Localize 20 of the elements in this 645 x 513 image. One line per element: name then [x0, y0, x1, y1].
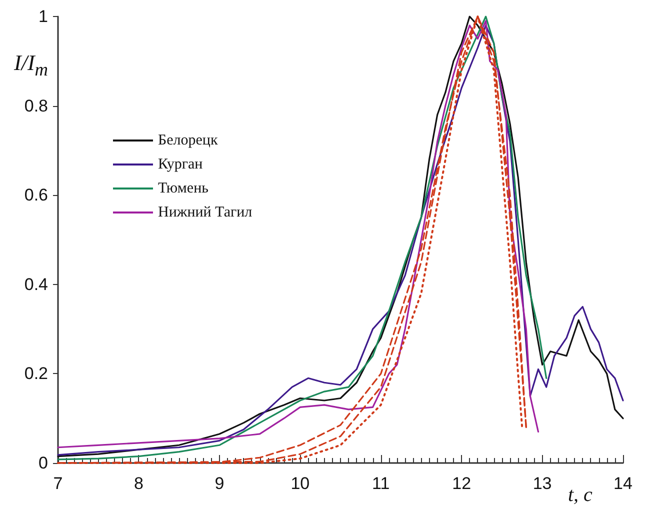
x-tick-label: 10: [290, 474, 310, 493]
y-tick-label: 0.8: [24, 96, 48, 116]
y-tick-label: 1: [38, 7, 48, 26]
y-tick-label: 0: [38, 454, 48, 472]
legend-label: Белорецк: [158, 132, 218, 148]
legend-label: Нижний Тагил: [158, 204, 253, 220]
x-axis-title: t, с: [568, 484, 593, 506]
y-tick-label: 0.6: [24, 186, 48, 205]
y-tick-label: 0.2: [24, 364, 48, 384]
legend-label: Курган: [158, 156, 203, 172]
x-tick-label: 7: [53, 474, 63, 493]
legend-label: Тюмень: [158, 180, 209, 196]
x-tick-label: 12: [452, 474, 472, 493]
x-tick-label: 14: [614, 474, 632, 493]
x-tick-label: 11: [372, 474, 390, 493]
x-tick-label: 13: [532, 474, 552, 493]
x-tick-label: 9: [214, 474, 224, 493]
y-axis-title: I/I$_{m}$: [14, 50, 48, 80]
y-tick-label: 0.4: [24, 274, 48, 294]
x-tick-label: 8: [134, 474, 144, 493]
